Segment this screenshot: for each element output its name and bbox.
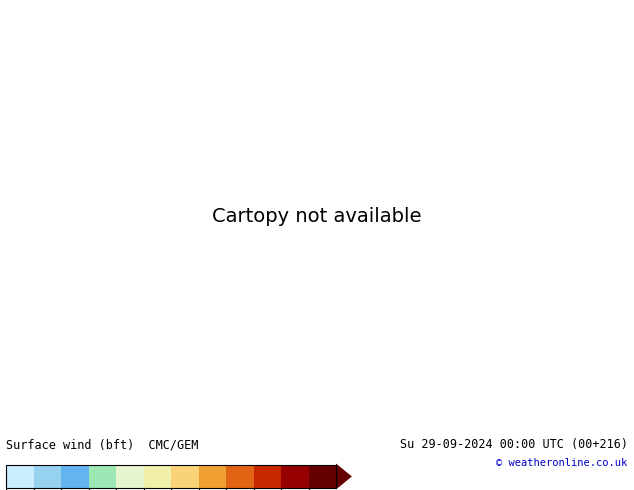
Bar (226, 465, 254, 488)
Text: Su 29-09-2024 00:00 UTC (00+216): Su 29-09-2024 00:00 UTC (00+216) (399, 438, 628, 451)
Bar (309, 465, 336, 488)
Bar (144, 465, 171, 488)
Bar (6, 465, 34, 488)
Text: Cartopy not available: Cartopy not available (212, 207, 422, 226)
Text: Surface wind (bft)  CMC/GEM: Surface wind (bft) CMC/GEM (6, 438, 198, 451)
Bar (61, 465, 89, 488)
Text: © weatheronline.co.uk: © weatheronline.co.uk (496, 458, 628, 468)
Bar (254, 465, 281, 488)
Bar (6, 465, 336, 488)
FancyArrow shape (336, 464, 352, 490)
Bar (171, 465, 198, 488)
Bar (116, 465, 144, 488)
Bar (89, 465, 116, 488)
Bar (34, 465, 61, 488)
Bar (281, 465, 309, 488)
Bar (198, 465, 226, 488)
